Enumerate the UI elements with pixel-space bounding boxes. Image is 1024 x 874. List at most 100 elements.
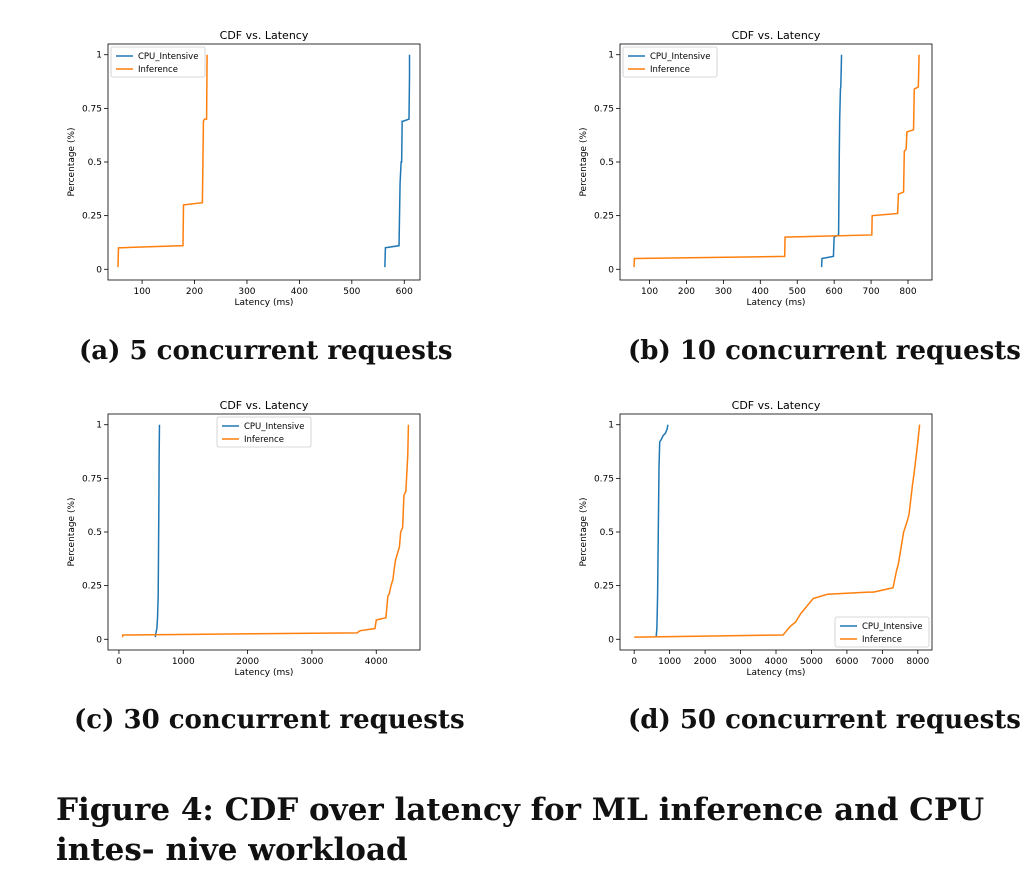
- chart-title: CDF vs. Latency: [220, 399, 309, 412]
- legend-label: CPU_Intensive: [244, 422, 304, 432]
- x-tick-label: 1000: [658, 657, 681, 667]
- series-line-cpu-intensive: [655, 424, 669, 638]
- series-line-cpu-intensive: [384, 54, 411, 268]
- x-tick-label: 1000: [172, 657, 195, 667]
- chart-title: CDF vs. Latency: [220, 29, 309, 42]
- legend-box: [622, 46, 718, 78]
- legend-box: [216, 416, 312, 448]
- series-line-inference: [633, 54, 920, 268]
- x-tick-label: 800: [899, 287, 916, 297]
- x-tick-label: 600: [396, 287, 413, 297]
- x-axis-label: Latency (ms): [747, 298, 806, 308]
- chart-panel-a: CDF vs. Latency 100 200 300 400 500 600 0 0.25 0.…: [0, 0, 512, 325]
- x-axis-label: Latency (ms): [235, 668, 294, 678]
- y-tick-label: 0.5: [600, 528, 614, 538]
- subfigure-caption-d: (d) 50 concurrent requests: [628, 705, 1021, 735]
- y-tick-label: 0.25: [594, 582, 614, 592]
- x-tick-label: 0: [631, 657, 637, 667]
- y-tick-label: 1: [96, 51, 102, 61]
- legend-label: CPU_Intensive: [862, 622, 922, 632]
- series-line-inference: [121, 424, 410, 638]
- x-tick-label: 0: [116, 657, 122, 667]
- x-tick-label: 4000: [365, 657, 388, 667]
- x-tick-label: 200: [186, 287, 203, 297]
- x-axis-label: Latency (ms): [747, 668, 806, 678]
- legend-label: CPU_Intensive: [138, 52, 198, 62]
- legend-label: Inference: [650, 65, 690, 75]
- x-tick-label: 500: [343, 287, 360, 297]
- y-tick-label: 1: [608, 51, 614, 61]
- x-tick-label: 2000: [694, 657, 717, 667]
- y-tick-label: 0: [608, 635, 614, 645]
- y-tick-label: 0: [96, 635, 102, 645]
- y-axis-label: Percentage (%): [67, 497, 77, 566]
- y-axis-label: Percentage (%): [67, 127, 77, 196]
- plot-frame: [619, 43, 933, 281]
- y-axis-label: Percentage (%): [579, 497, 589, 566]
- y-axis-label: Percentage (%): [579, 127, 589, 196]
- x-tick-label: 8000: [906, 657, 929, 667]
- x-tick-label: 7000: [871, 657, 894, 667]
- x-tick-label: 2000: [236, 657, 259, 667]
- chart-title: CDF vs. Latency: [732, 29, 821, 42]
- subfigure-caption-b: (b) 10 concurrent requests: [628, 336, 1021, 366]
- y-tick-label: 0.75: [82, 474, 102, 484]
- chart-title: CDF vs. Latency: [732, 399, 821, 412]
- chart-b: CDF vs. Latency 100 200 300 400 500 600 700 800 0…: [579, 29, 933, 308]
- x-axis-label: Latency (ms): [235, 298, 294, 308]
- subfigure-caption-c: (c) 30 concurrent requests: [74, 705, 465, 735]
- legend-label: CPU_Intensive: [650, 52, 710, 62]
- legend-label: Inference: [138, 65, 178, 75]
- y-tick-label: 0: [96, 265, 102, 275]
- plot-frame: [107, 43, 421, 281]
- x-tick-label: 600: [826, 287, 843, 297]
- series-line-cpu-intensive: [820, 54, 843, 268]
- y-tick-label: 0.5: [600, 158, 614, 168]
- chart-panel-c: CDF vs. Latency 0 1000 2000 3000 4000 0 0.25 0.5…: [0, 370, 512, 695]
- chart-c: CDF vs. Latency 0 1000 2000 3000 4000 0 0.25 0.5…: [67, 399, 421, 678]
- x-tick-label: 500: [789, 287, 806, 297]
- chart-panel-b: CDF vs. Latency 100 200 300 400 500 600 700 800 0…: [512, 0, 1024, 325]
- legend: CPU_Intensive Inference: [216, 416, 312, 448]
- x-tick-label: 3000: [729, 657, 752, 667]
- y-tick-label: 1: [96, 421, 102, 431]
- x-tick-label: 700: [862, 287, 879, 297]
- x-tick-label: 100: [641, 287, 658, 297]
- x-tick-label: 4000: [765, 657, 788, 667]
- chart-a: CDF vs. Latency 100 200 300 400 500 600 0 0.25 0.…: [67, 29, 421, 308]
- legend: CPU_Intensive Inference: [622, 46, 718, 78]
- y-tick-label: 0.5: [88, 528, 102, 538]
- series-line-inference: [117, 54, 208, 268]
- plot-frame: [619, 413, 933, 651]
- y-tick-label: 1: [608, 421, 614, 431]
- legend: CPU_Intensive Inference: [834, 616, 930, 648]
- y-tick-label: 0.25: [82, 582, 102, 592]
- legend-box: [834, 616, 930, 648]
- subfigure-caption-a: (a) 5 concurrent requests: [79, 336, 453, 366]
- chart-d: CDF vs. Latency 0 1000 2000 3000 4000 5000 6000…: [579, 399, 933, 678]
- legend-label: Inference: [244, 435, 284, 445]
- plot-frame: [107, 413, 421, 651]
- x-tick-label: 300: [238, 287, 255, 297]
- y-tick-label: 0.25: [594, 212, 614, 222]
- x-tick-label: 300: [715, 287, 732, 297]
- y-tick-label: 0.5: [88, 158, 102, 168]
- y-tick-label: 0.75: [594, 474, 614, 484]
- series-line-cpu-intensive: [154, 424, 161, 638]
- y-tick-label: 0.25: [82, 212, 102, 222]
- y-tick-label: 0: [608, 265, 614, 275]
- x-tick-label: 5000: [800, 657, 823, 667]
- x-tick-label: 200: [678, 287, 695, 297]
- y-tick-label: 0.75: [82, 104, 102, 114]
- x-tick-label: 6000: [835, 657, 858, 667]
- figure-caption: Figure 4: CDF over latency for ML infere…: [56, 792, 985, 868]
- legend: CPU_Intensive Inference: [110, 46, 206, 78]
- chart-panel-d: CDF vs. Latency 0 1000 2000 3000 4000 5000 6000…: [512, 370, 1024, 695]
- legend-box: [110, 46, 206, 78]
- x-tick-label: 400: [752, 287, 769, 297]
- y-tick-label: 0.75: [594, 104, 614, 114]
- x-tick-label: 3000: [300, 657, 323, 667]
- legend-label: Inference: [862, 635, 902, 645]
- series-line-inference: [634, 424, 921, 638]
- x-tick-label: 400: [291, 287, 308, 297]
